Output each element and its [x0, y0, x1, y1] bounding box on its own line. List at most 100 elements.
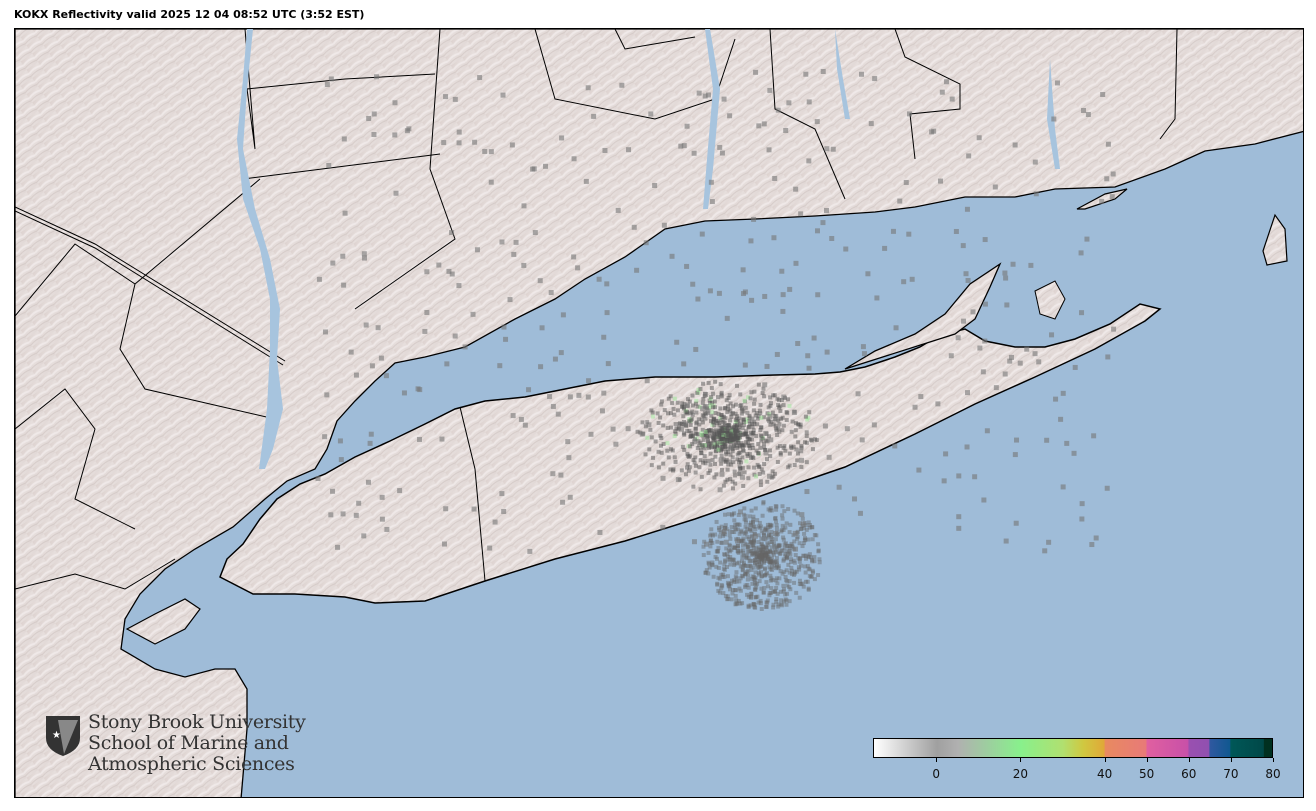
- echo-pixel: [762, 533, 767, 538]
- echo-pixel: [740, 407, 745, 412]
- echo-pixel: [740, 601, 745, 606]
- echo-pixel: [751, 601, 756, 606]
- echo-pixel: [659, 443, 664, 448]
- echo-pixel: [816, 549, 821, 554]
- echo-pixel: [745, 437, 750, 442]
- echo-pixel: [762, 567, 767, 572]
- echo-pixel: [726, 396, 731, 401]
- echo-pixel: [787, 550, 792, 555]
- echo-pixel: [751, 565, 756, 570]
- echo-pixel: [659, 402, 664, 407]
- echo-pixel: [706, 458, 711, 463]
- echo-pixel: [761, 590, 766, 595]
- echo-pixel: [338, 457, 344, 463]
- echo-pixel: [722, 525, 727, 530]
- echo-pixel: [829, 235, 835, 241]
- echo-pixel: [792, 508, 797, 513]
- echo-pixel: [815, 292, 821, 298]
- echo-pixel: [771, 589, 776, 594]
- echo-pixel: [732, 442, 737, 447]
- echo-pixel: [1100, 91, 1106, 97]
- echo-pixel: [783, 597, 788, 602]
- echo-pixel: [861, 351, 867, 357]
- echo-pixel: [717, 527, 722, 532]
- echo-pixel: [645, 420, 650, 425]
- echo-pixel: [1081, 107, 1087, 113]
- echo-pixel: [844, 426, 850, 432]
- echo-pixel: [714, 421, 719, 426]
- echo-pixel: [806, 99, 812, 105]
- echo-pixel: [715, 539, 720, 544]
- echo-pixel: [748, 594, 753, 599]
- echo-pixel: [707, 405, 712, 410]
- echo-pixel: [929, 129, 935, 135]
- echo-pixel: [757, 520, 762, 525]
- echo-pixel: [751, 539, 756, 544]
- echo-pixel: [735, 601, 740, 606]
- echo-pixel: [661, 461, 666, 466]
- echo-pixel: [756, 464, 761, 469]
- echo-pixel: [679, 468, 684, 473]
- echo-pixel: [719, 413, 724, 418]
- echo-pixel: [651, 455, 656, 460]
- echo-pixel: [804, 489, 810, 495]
- echo-pixel: [1104, 176, 1110, 182]
- echo-pixel: [732, 578, 737, 583]
- echo-pixel: [760, 574, 765, 579]
- echo-pixel: [763, 553, 768, 558]
- echo-pixel: [755, 557, 760, 562]
- echo-pixel: [768, 524, 773, 529]
- echo-pixel: [761, 386, 766, 391]
- echo-pixel: [956, 514, 962, 520]
- echo-pixel: [730, 449, 735, 454]
- echo-pixel: [720, 540, 725, 545]
- echo-pixel: [699, 432, 704, 437]
- echo-pixel: [763, 448, 768, 453]
- echo-pixel: [700, 406, 706, 412]
- echo-pixel: [761, 533, 766, 538]
- echo-pixel: [780, 548, 785, 553]
- radar-map[interactable]: [14, 28, 1304, 798]
- echo-pixel: [725, 551, 730, 556]
- echo-pixel: [1051, 116, 1057, 122]
- echo-pixel: [809, 555, 814, 560]
- echo-pixel: [697, 465, 702, 470]
- echo-pixel: [759, 541, 764, 546]
- echo-pixel: [416, 436, 422, 442]
- echo-pixel: [726, 449, 731, 454]
- echo-pixel: [735, 452, 740, 457]
- echo-pixel: [753, 561, 758, 566]
- echo-pixel: [735, 543, 740, 548]
- echo-pixel: [774, 599, 779, 604]
- echo-pixel: [1104, 485, 1110, 491]
- echo-pixel: [1060, 390, 1066, 396]
- echo-pixel: [661, 222, 667, 228]
- echo-pixel: [780, 513, 785, 518]
- echo-pixel: [855, 391, 861, 397]
- echo-pixel: [741, 422, 746, 427]
- echo-pixel: [759, 586, 764, 591]
- echo-pixel: [774, 351, 780, 357]
- echo-pixel: [817, 560, 822, 565]
- echo-pixel: [860, 344, 866, 350]
- echo-pixel: [746, 443, 751, 448]
- echo-pixel: [807, 552, 812, 557]
- echo-pixel: [605, 361, 611, 367]
- echo-pixel: [799, 445, 804, 450]
- echo-pixel: [783, 525, 788, 530]
- echo-pixel: [720, 584, 725, 589]
- echo-pixel: [784, 555, 789, 560]
- echo-pixel: [773, 537, 778, 542]
- echo-pixel: [789, 565, 794, 570]
- echo-pixel: [756, 559, 761, 564]
- echo-pixel: [746, 395, 751, 400]
- echo-pixel: [756, 533, 761, 538]
- echo-pixel: [982, 338, 988, 344]
- echo-pixel: [803, 536, 808, 541]
- echo-pixel: [770, 564, 775, 569]
- echo-pixel: [645, 435, 650, 440]
- echo-pixel: [446, 268, 452, 274]
- echo-pixel: [792, 569, 797, 574]
- echo-pixel: [759, 549, 764, 554]
- echo-pixel: [739, 441, 744, 446]
